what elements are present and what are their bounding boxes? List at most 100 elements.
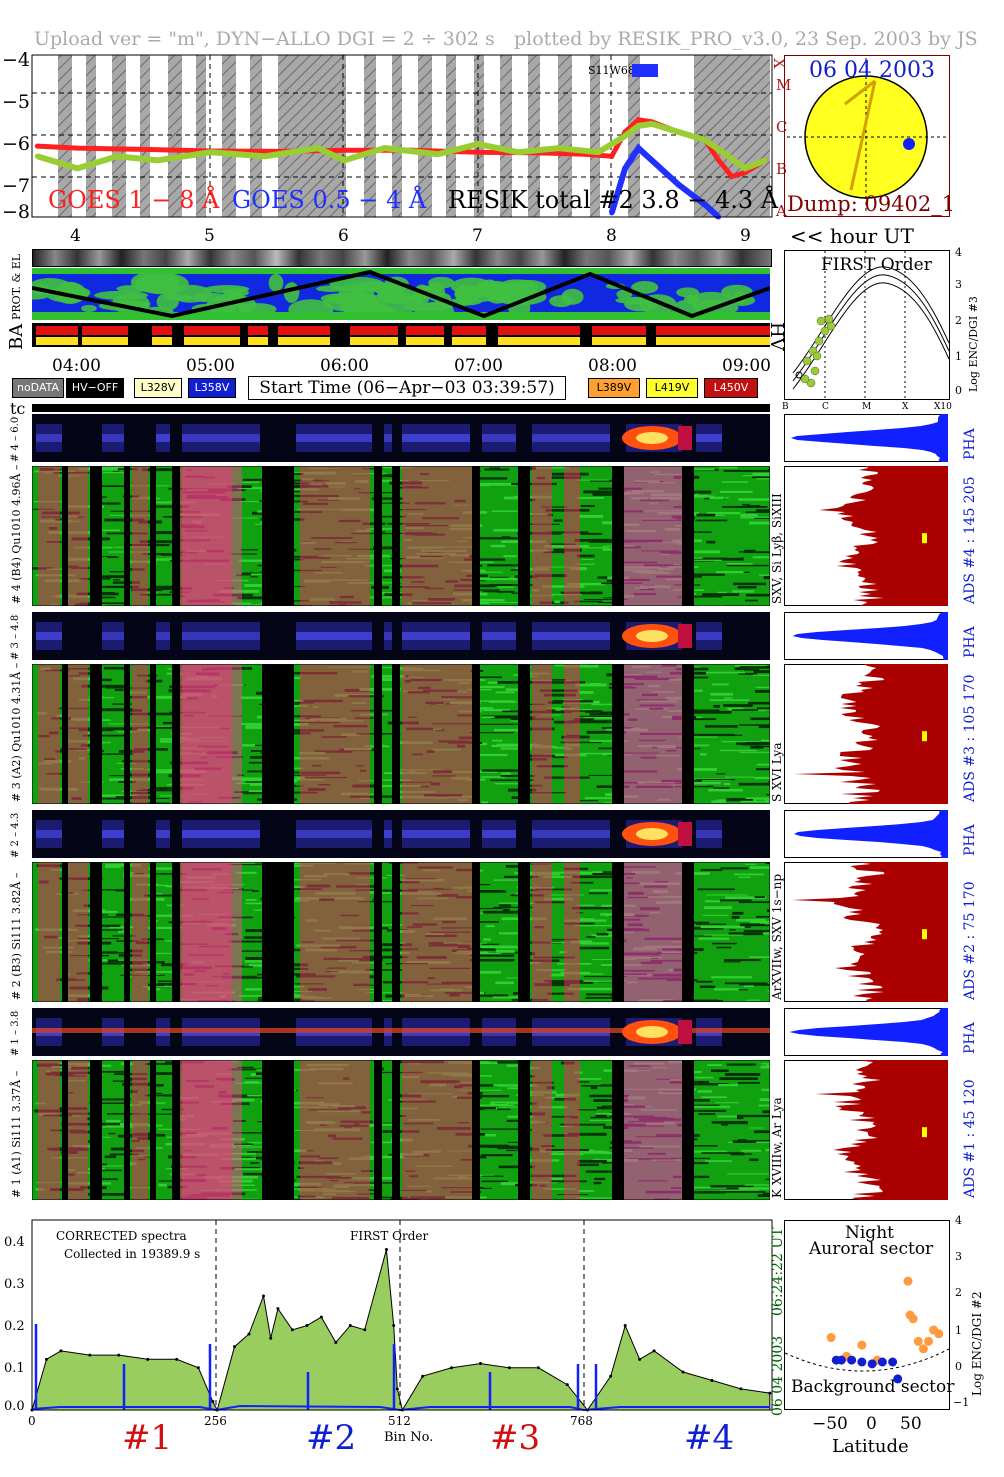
spectro-stripe xyxy=(237,596,278,600)
spectro-stripe xyxy=(551,679,567,681)
ba-yellow-block xyxy=(406,337,444,345)
spectro-hot-region xyxy=(564,862,580,1002)
spectro-stripe xyxy=(159,740,185,743)
spectro-stripe xyxy=(690,550,721,554)
spectro-stripe xyxy=(703,557,744,561)
spectro-gap xyxy=(612,664,624,804)
spectro-stripe xyxy=(498,1165,535,1169)
pha-band xyxy=(156,830,170,838)
spectro-gap xyxy=(62,664,68,804)
pha-flare-core xyxy=(636,432,668,444)
spectro-stripe xyxy=(234,1168,272,1171)
spectro-stripe xyxy=(734,664,767,667)
hour-axis-label: << hour UT xyxy=(790,224,914,248)
spectro-stripe xyxy=(475,577,518,581)
ba-red-block xyxy=(656,326,770,335)
spectro-stripe xyxy=(727,707,744,711)
ads-profile xyxy=(784,862,948,1002)
latitude-auroral: Auroral sector xyxy=(809,1239,934,1259)
spectro-stripe xyxy=(594,1177,606,1181)
spectro-stripe xyxy=(723,1190,766,1193)
spectro-stripe xyxy=(547,701,563,704)
pha-line xyxy=(32,1028,770,1033)
spectro-stripe xyxy=(501,536,511,539)
spectro-gap xyxy=(472,862,480,1002)
particle-blob xyxy=(631,281,659,294)
goes-series-point-2 xyxy=(155,157,161,163)
spectro-stripe xyxy=(245,726,263,729)
goes-series-point-1 xyxy=(635,145,641,151)
lat-ytick: 1 xyxy=(955,1324,962,1337)
spectro-stripe xyxy=(577,1159,607,1163)
spectro-stripe xyxy=(560,710,603,712)
spectro-stripe xyxy=(691,1099,710,1102)
spectro-stripe xyxy=(144,768,153,771)
spectro-stripe xyxy=(359,713,388,716)
spectro-stripe xyxy=(739,666,770,669)
spectro-stripe xyxy=(724,959,761,962)
spectro-stripe xyxy=(567,1132,607,1136)
spectro-stripe xyxy=(487,681,506,684)
spectro-stripe xyxy=(488,584,533,587)
spectro-stripe xyxy=(688,733,735,737)
spectrum-point xyxy=(623,1324,627,1328)
spectro-stripe xyxy=(680,494,709,498)
spectrum-plot: 0.4 0.3 0.2 0.1 0.0 CORRECTED spectra Co… xyxy=(4,1219,773,1414)
spectro-stripe xyxy=(695,923,727,925)
class-label-m: M xyxy=(776,76,791,94)
spectro-stripe xyxy=(754,896,765,899)
spectro-gap xyxy=(124,862,130,1002)
spectro-gap xyxy=(172,466,180,606)
pha-band xyxy=(36,830,62,838)
latitude-point-0 xyxy=(857,1340,867,1350)
spectro-flare-region xyxy=(612,862,692,1002)
spectro-stripe xyxy=(726,798,746,801)
spectro-stripe xyxy=(472,890,504,893)
particle-map-strip xyxy=(32,268,770,320)
spectrum-point xyxy=(609,1374,613,1378)
spec-ytick: 0.3 xyxy=(4,1277,25,1292)
pha-band xyxy=(402,830,470,838)
spectro-stripe xyxy=(737,1116,744,1120)
spectro-stripe xyxy=(292,1198,302,1200)
spectro-stripe xyxy=(767,468,770,472)
spectro-stripe xyxy=(142,986,186,988)
spec-ytick: 0.1 xyxy=(4,1361,25,1376)
spectro-stripe xyxy=(543,1134,579,1137)
spectro-stripe xyxy=(107,1113,141,1115)
spectro-hot-region xyxy=(68,664,88,804)
spectro-stripe xyxy=(697,1090,713,1093)
spectro-stripe xyxy=(244,1080,260,1084)
spectro-gap xyxy=(682,862,694,1002)
spectro-stripe xyxy=(221,1184,256,1186)
spectro-stripe xyxy=(721,481,749,483)
spectro-hot-core xyxy=(182,1060,242,1200)
spectro-stripe xyxy=(505,864,523,868)
spectro-gap xyxy=(150,862,156,1002)
pha-flare-core xyxy=(636,828,668,840)
pha-band xyxy=(102,830,124,838)
spectro-stripe xyxy=(481,1180,508,1183)
spectro-stripe xyxy=(238,559,271,562)
spectro-stripe xyxy=(220,498,246,502)
goes-series-point-2 xyxy=(622,133,628,139)
ads-profile xyxy=(784,1060,948,1200)
legend-goes18: GOES 1 − 8 Å xyxy=(48,185,220,214)
spectro-stripe xyxy=(710,692,734,696)
spectro-hot-region xyxy=(300,664,370,804)
spectro-stripe xyxy=(477,685,505,689)
spectro-stripe xyxy=(363,1155,405,1159)
spectro-stripe xyxy=(754,776,770,780)
spectro-stripe xyxy=(722,506,768,508)
spectro-stripe xyxy=(579,715,613,717)
dump-label: Dump: 09402_1 xyxy=(787,192,956,216)
spectro-stripe xyxy=(765,1064,770,1068)
spectro-stripe xyxy=(483,938,491,941)
line-identification-label: ArXVIIw, SXV 1s−np xyxy=(770,873,784,1000)
spectrum-point xyxy=(739,1387,743,1391)
spectro-stripe xyxy=(82,734,129,737)
goes-series-point-0 xyxy=(716,157,722,163)
spectro-stripe xyxy=(288,785,304,787)
spectro-stripe xyxy=(245,1077,272,1079)
eclipse-band xyxy=(590,55,600,217)
